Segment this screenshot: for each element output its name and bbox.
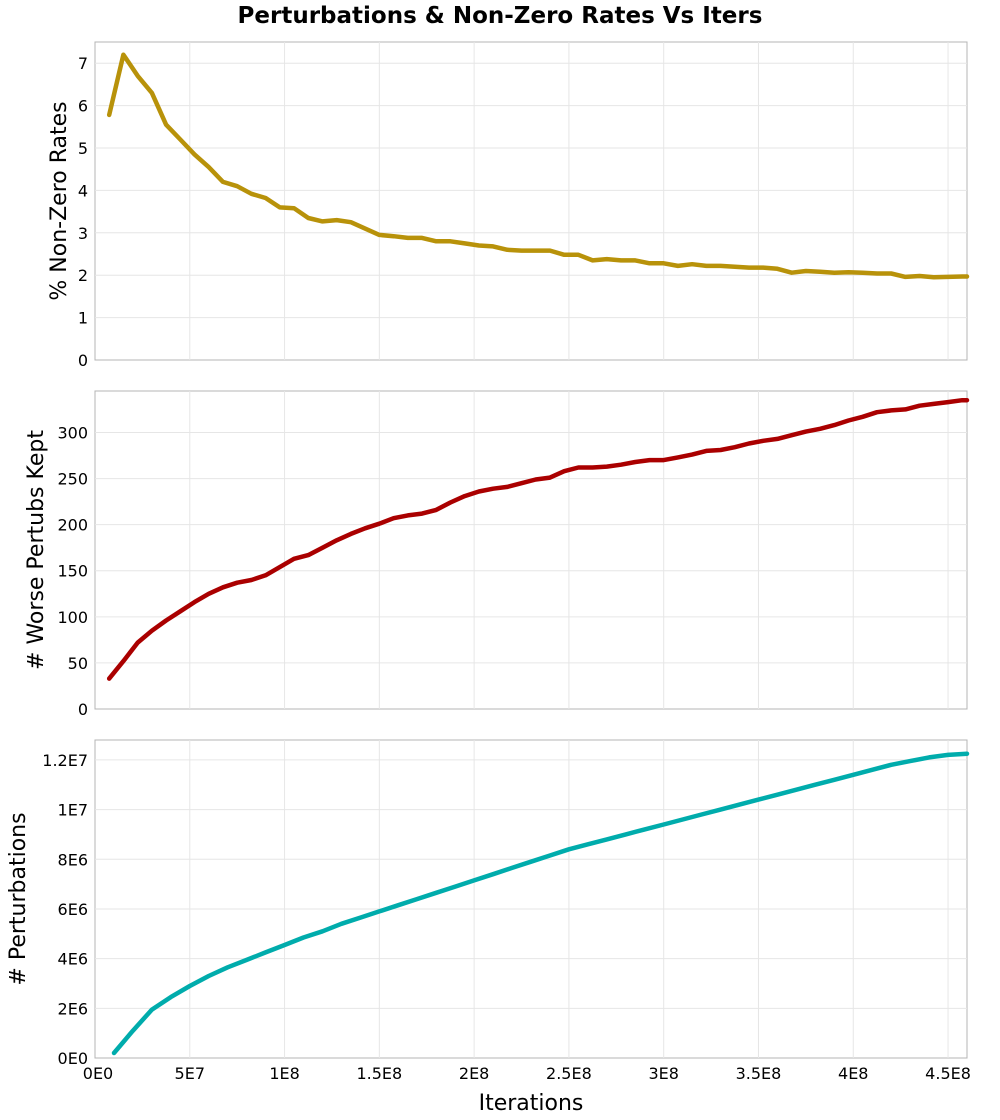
x-axis-label: Iterations — [479, 1091, 584, 1116]
y-tick-label: 4E6 — [58, 950, 88, 969]
panel-frame — [94, 390, 968, 710]
y-tick-label: 0 — [78, 700, 88, 719]
y-tick-label: 1 — [78, 309, 88, 328]
y-axis-label: # Perturbations — [6, 812, 31, 985]
y-tick-label: 6E6 — [58, 900, 88, 919]
x-tick-label: 2.5E8 — [546, 1064, 592, 1083]
y-axis-label: # Worse Pertubs Kept — [24, 430, 49, 670]
y-tick-label: 200 — [57, 516, 88, 535]
y-tick-labels: 0E0 2E6 4E6 6E6 8E6 1E7 1.2E7 — [42, 751, 88, 1068]
series-line-worse-pertubs-kept — [106, 397, 970, 681]
y-tick-label: 0 — [78, 351, 88, 370]
panel-frame — [94, 739, 968, 1059]
chart-title: Perturbations & Non-Zero Rates Vs Iters — [238, 3, 763, 29]
y-tick-label: 300 — [57, 423, 88, 442]
series-line-perturbations — [111, 751, 970, 1056]
grid-lines — [95, 42, 967, 360]
grid-lines — [95, 740, 967, 1058]
panel-frame — [94, 41, 968, 361]
y-tick-label: 1E7 — [58, 801, 88, 820]
x-tick-label: 5E7 — [175, 1064, 205, 1083]
x-tick-label: 3.5E8 — [736, 1064, 782, 1083]
x-tick-label: 1.5E8 — [356, 1064, 402, 1083]
y-tick-labels: 0 50 100 150 200 250 300 — [57, 423, 88, 719]
x-tick-label: 3E8 — [648, 1064, 678, 1083]
panel-worse-pertubs-kept: 0 50 100 150 200 250 300 # Worse Pertubs Kept — [24, 390, 970, 719]
y-tick-label: 0E0 — [58, 1049, 88, 1068]
x-tick-label: 4.5E8 — [925, 1064, 971, 1083]
x-tick-label: 0E0 — [83, 1064, 113, 1083]
y-tick-label: 3 — [78, 224, 88, 243]
y-tick-label: 7 — [78, 54, 88, 73]
y-tick-label: 1.2E7 — [42, 751, 88, 770]
x-tick-label: 1E8 — [269, 1064, 299, 1083]
y-tick-label: 2 — [78, 266, 88, 285]
x-tick-label: 2E8 — [459, 1064, 489, 1083]
panel-non-zero-rates: 0 1 2 3 4 5 6 7 % Non-Zero Rates — [47, 41, 970, 370]
y-tick-label: 100 — [57, 608, 88, 627]
x-tick-labels: 0E0 5E7 1E8 1.5E8 2E8 2.5E8 3E8 3.5E8 4E8 4.5E8 — [83, 1064, 971, 1083]
series-line-non-zero-rates — [106, 52, 970, 280]
y-tick-label: 6 — [78, 97, 88, 116]
y-tick-label: 250 — [57, 470, 88, 489]
y-tick-label: 150 — [57, 562, 88, 581]
y-tick-labels: 0 1 2 3 4 5 6 7 — [78, 54, 88, 370]
y-tick-label: 5 — [78, 139, 88, 158]
panel-perturbations: 0E0 2E6 4E6 6E6 8E6 1E7 1.2E7 # Perturbations — [6, 739, 970, 1068]
x-tick-label: 4E8 — [838, 1064, 868, 1083]
y-tick-label: 2E6 — [58, 999, 88, 1018]
y-tick-label: 50 — [68, 654, 88, 673]
y-axis-label: % Non-Zero Rates — [47, 101, 72, 300]
y-tick-label: 4 — [78, 181, 88, 200]
y-tick-label: 8E6 — [58, 850, 88, 869]
